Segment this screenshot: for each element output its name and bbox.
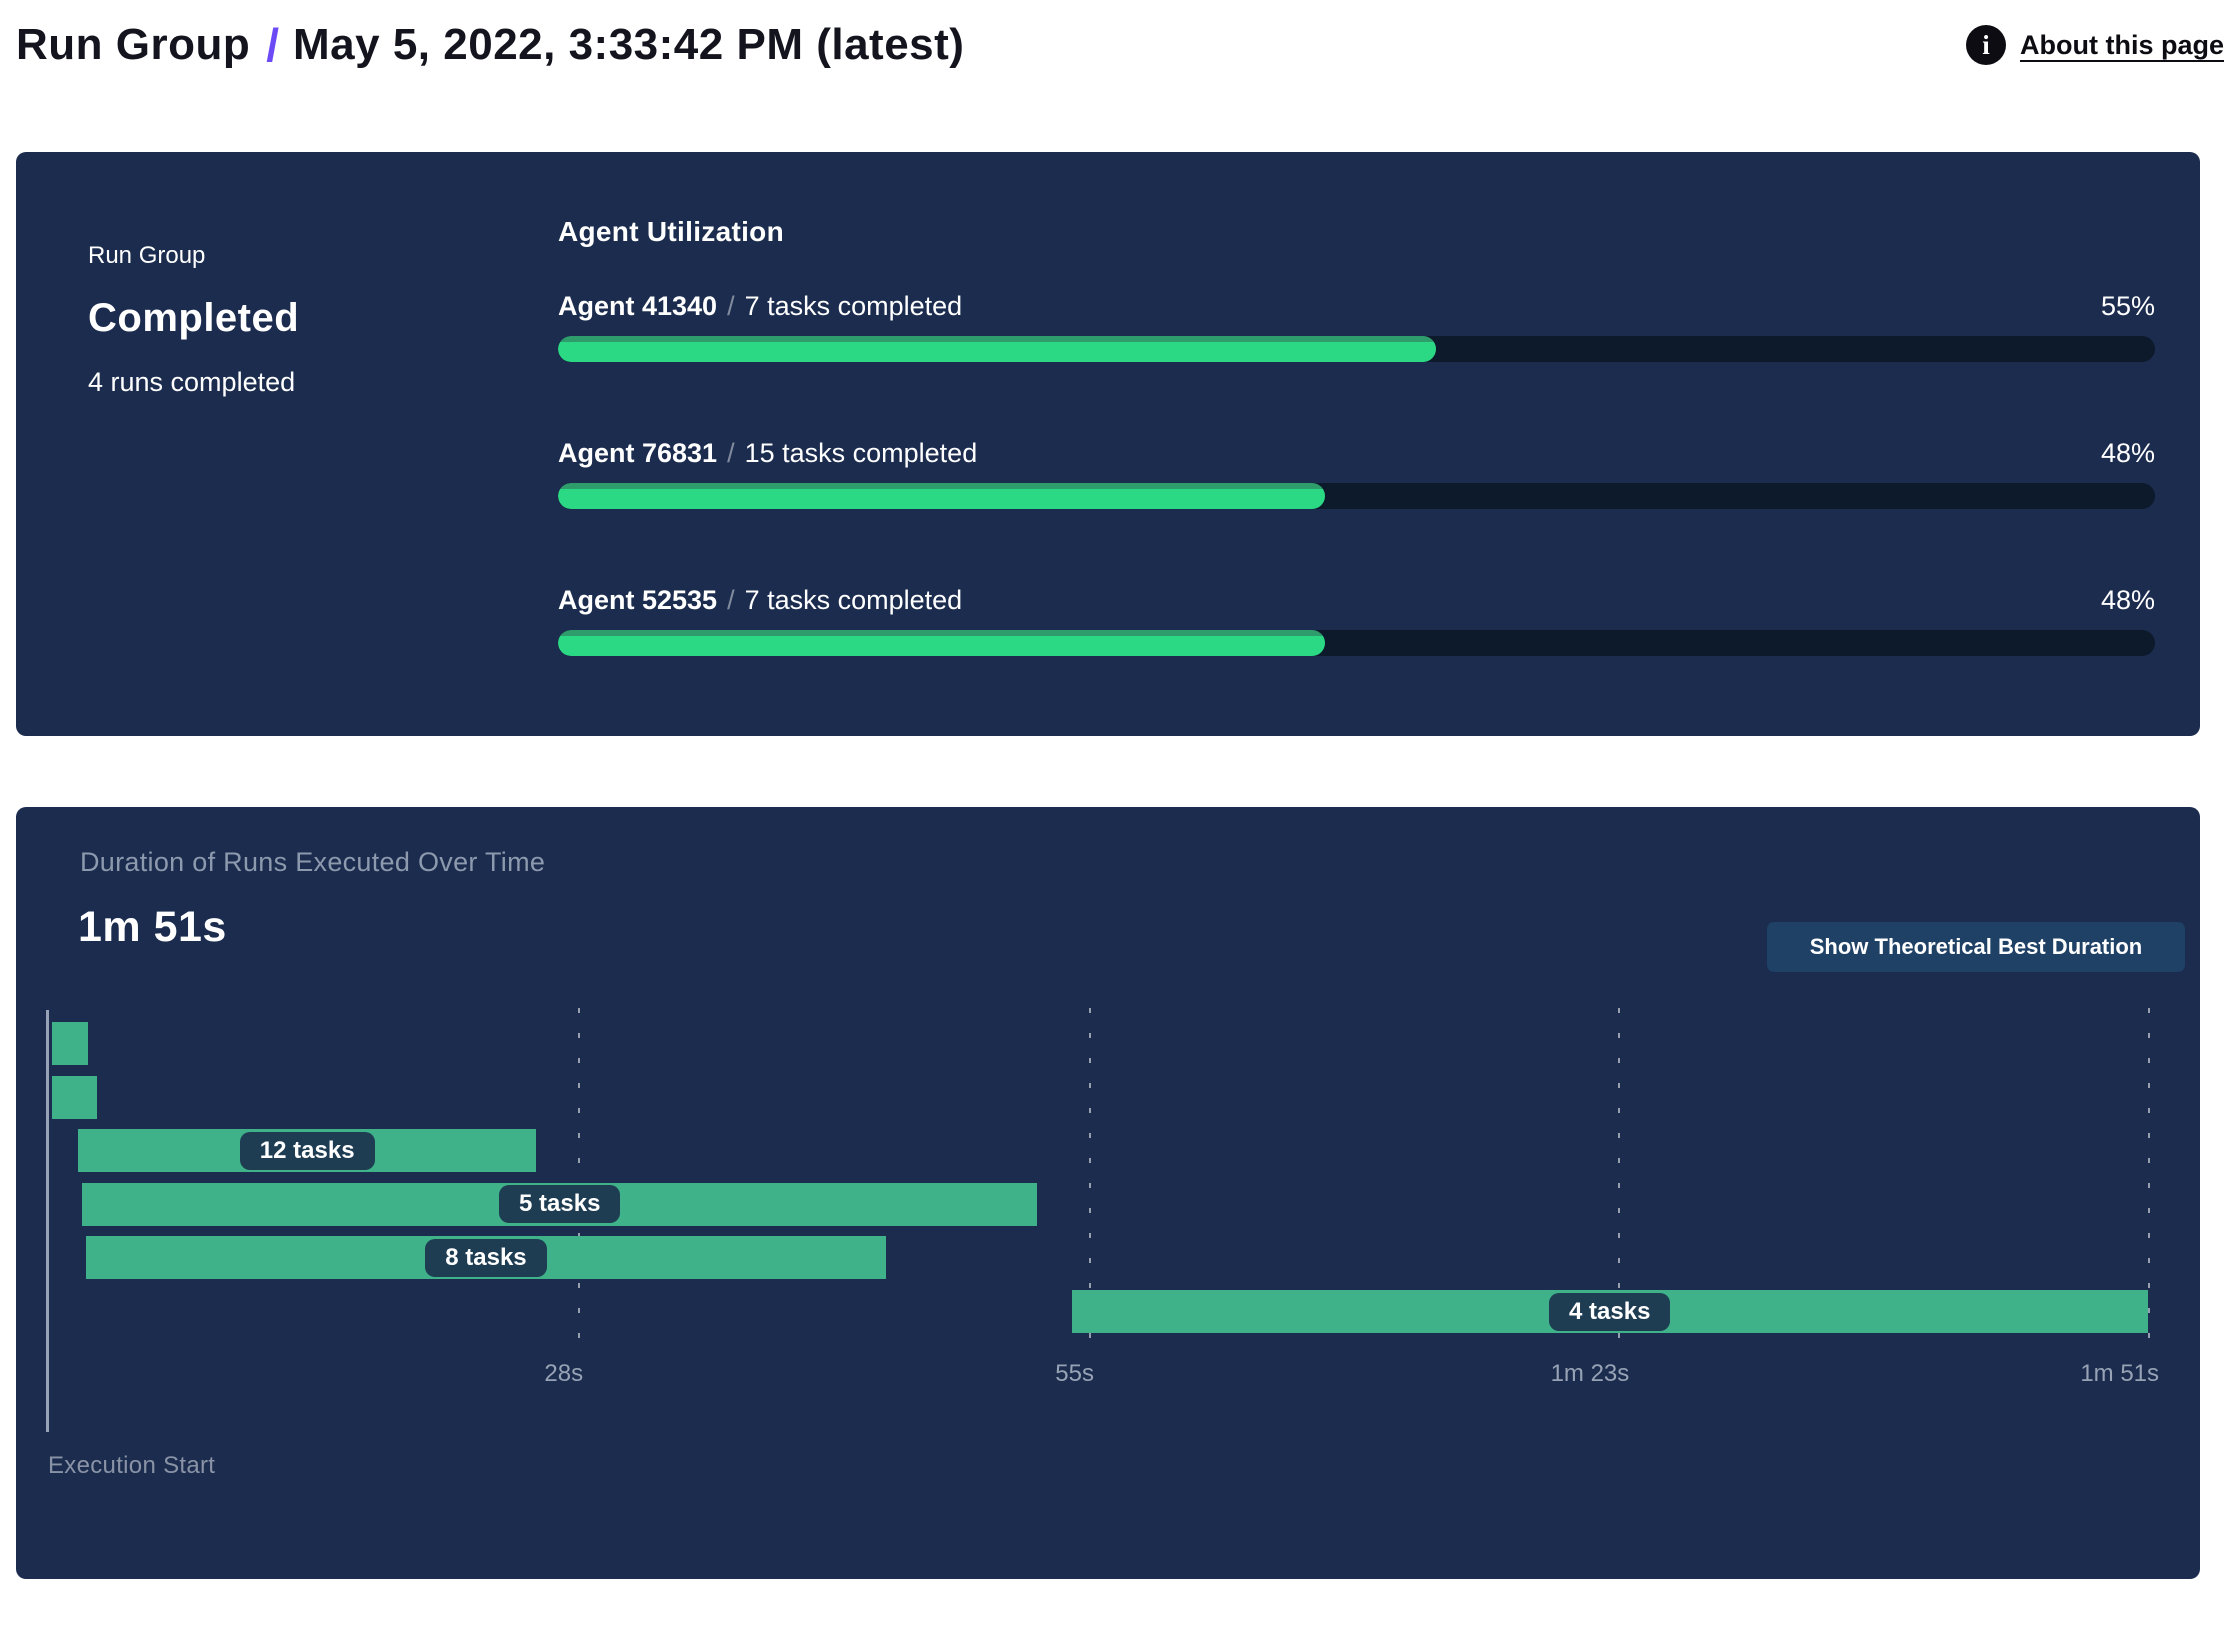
info-icon: i [1966,25,2006,65]
agent-id: Agent 52535 [558,585,718,615]
agent-utilization-section: Agent Utilization Agent 41340 / 7 tasks … [558,152,2200,736]
gantt-task-count-badge: 5 tasks [499,1185,621,1224]
summary-label: Run Group [88,242,206,269]
agent-row-label-line: Agent 76831 / 15 tasks completed 48% [558,435,2155,471]
gantt-tick-label: 55s [1055,1360,1094,1387]
utilization-progress-fill [558,336,1437,362]
agent-utilization-percent: 48% [2100,585,2155,615]
utilization-progress-track [558,483,2155,509]
agent-tasks-completed: 7 tasks completed [744,585,963,615]
status-badge: Completed [88,296,300,340]
agent-rows: Agent 41340 / 7 tasks completed 55% Agen… [558,288,2155,656]
run-group-summary: Run Group Completed 4 runs completed [16,152,558,736]
show-theoretical-best-duration-button[interactable]: Show Theoretical Best Duration [1767,922,2185,972]
gantt-tick-label: 28s [544,1360,584,1387]
gantt-run-bar[interactable]: 8 tasks [85,1236,887,1280]
page-header: Run Group / May 5, 2022, 3:33:42 PM (lat… [16,10,2224,80]
total-duration-value: 1m 51s [78,903,227,951]
gantt-run-bar[interactable] [51,1022,88,1065]
about-this-page-link[interactable]: i About this page [1966,25,2224,65]
agent-utilization-row: Agent 41340 / 7 tasks completed 55% [558,288,2155,362]
page-title: May 5, 2022, 3:33:42 PM (latest) [293,20,965,69]
gantt-tick-label: 1m 51s [2080,1360,2160,1387]
gantt-gridline [577,1008,580,1356]
gantt-task-count-badge: 12 tasks [239,1131,375,1170]
agent-tasks-completed: 15 tasks completed [744,438,978,468]
utilization-progress-track [558,336,2155,362]
agent-label-separator: / [727,291,735,321]
gantt-run-bar[interactable]: 5 tasks [82,1182,1038,1226]
utilization-progress-fill [558,483,1325,509]
gantt-task-count-badge: 4 tasks [1549,1292,1671,1331]
duration-gantt-chart: 28s 55s 1m 23s 1m 51s 12 tasks 5 tasks 8… [48,1008,2159,1428]
run-group-status-panel: Run Group Completed 4 runs completed Age… [16,152,2200,736]
breadcrumb-run-group[interactable]: Run Group [16,20,251,69]
gantt-run-bar[interactable]: 4 tasks [1071,1290,2148,1333]
gantt-run-bar[interactable]: 12 tasks [78,1129,537,1173]
about-link-label[interactable]: About this page [2020,29,2224,60]
breadcrumb-separator: / [266,19,280,71]
gantt-gridline [1618,1008,1621,1356]
gantt-tick-label: 1m 23s [1550,1360,1630,1387]
utilization-progress-fill [558,630,1325,656]
duration-chart-title: Duration of Runs Executed Over Time [80,847,546,877]
gantt-gridline [2148,1008,2150,1356]
agent-utilization-row: Agent 52535 / 7 tasks completed 48% [558,582,2155,656]
utilization-progress-track [558,630,2155,656]
gantt-gridline [1088,1008,1091,1356]
agent-utilization-percent: 55% [2100,291,2155,321]
execution-start-axis [46,1010,49,1432]
runs-completed-text: 4 runs completed [88,367,296,397]
agent-row-label-line: Agent 52535 / 7 tasks completed 48% [558,582,2155,618]
agent-row-label-line: Agent 41340 / 7 tasks completed 55% [558,288,2155,324]
agent-label-separator: / [727,585,735,615]
agent-id: Agent 76831 [558,438,718,468]
agent-label-separator: / [727,438,735,468]
agent-id: Agent 41340 [558,291,718,321]
agent-utilization-heading: Agent Utilization [558,216,784,247]
agent-tasks-completed: 7 tasks completed [744,291,963,321]
gantt-task-count-badge: 8 tasks [425,1238,547,1277]
duration-panel: Duration of Runs Executed Over Time 1m 5… [16,807,2200,1579]
agent-utilization-percent: 48% [2100,438,2155,468]
agent-utilization-row: Agent 76831 / 15 tasks completed 48% [558,435,2155,509]
execution-start-label: Execution Start [48,1452,216,1479]
gantt-run-bar[interactable] [51,1075,98,1119]
